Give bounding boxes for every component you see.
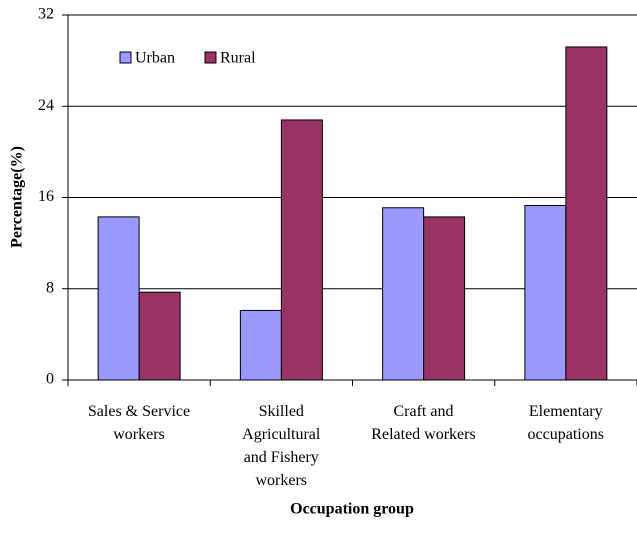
y-tick-label: 32 [38, 6, 54, 23]
bar [565, 46, 608, 381]
bar [97, 216, 140, 381]
bar [524, 204, 567, 381]
y-tick-label: 16 [38, 188, 54, 205]
legend-label: Urban [135, 50, 175, 67]
x-tick-label: Skilled Agricultural and Fishery workers [242, 403, 321, 489]
y-tick-label: 0 [46, 371, 54, 388]
legend-swatch [119, 51, 132, 64]
y-axis-label: Percentage(%) [9, 146, 26, 248]
legend-swatch [204, 51, 217, 64]
bar [423, 216, 466, 381]
bar [239, 309, 282, 381]
x-tick-label: Sales & Service workers [87, 403, 191, 443]
bar [382, 207, 425, 381]
y-tick-label: 8 [46, 279, 54, 296]
y-tick-label: 24 [38, 97, 54, 114]
x-tick-label: Craft and Related workers [371, 403, 476, 443]
bar [280, 119, 323, 381]
x-tick-label: Elementary occupations [527, 403, 604, 443]
legend-label: Rural [220, 50, 256, 67]
bar [138, 291, 181, 381]
x-axis-label: Occupation group [290, 501, 414, 518]
